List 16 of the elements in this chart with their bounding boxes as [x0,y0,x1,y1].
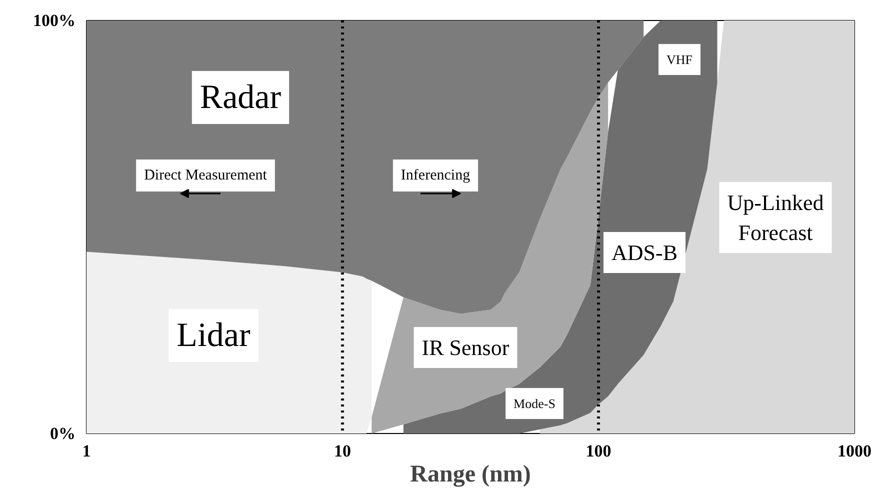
y-tick-label: 0% [50,424,76,443]
annotation: Radar [200,79,282,116]
annotation: Mode-S [514,396,556,411]
annotation: IR Sensor [422,335,510,360]
x-tick-label: 1 [82,442,91,460]
x-axis-title: Range (nm) [410,462,531,488]
y-tick-label: 100% [33,11,76,30]
annotation: Up-Linked Forecast [727,190,824,245]
annotation: Direct Measurement [144,168,268,184]
x-tick-label: 1000 [838,442,872,460]
annotation: Lidar [176,317,251,354]
annotation: Inferencing [400,168,471,184]
x-tick-label: 100 [586,442,612,460]
x-tick-label: 10 [334,442,351,460]
annotation: VHF [666,52,693,67]
annotation: ADS-B [611,240,678,265]
